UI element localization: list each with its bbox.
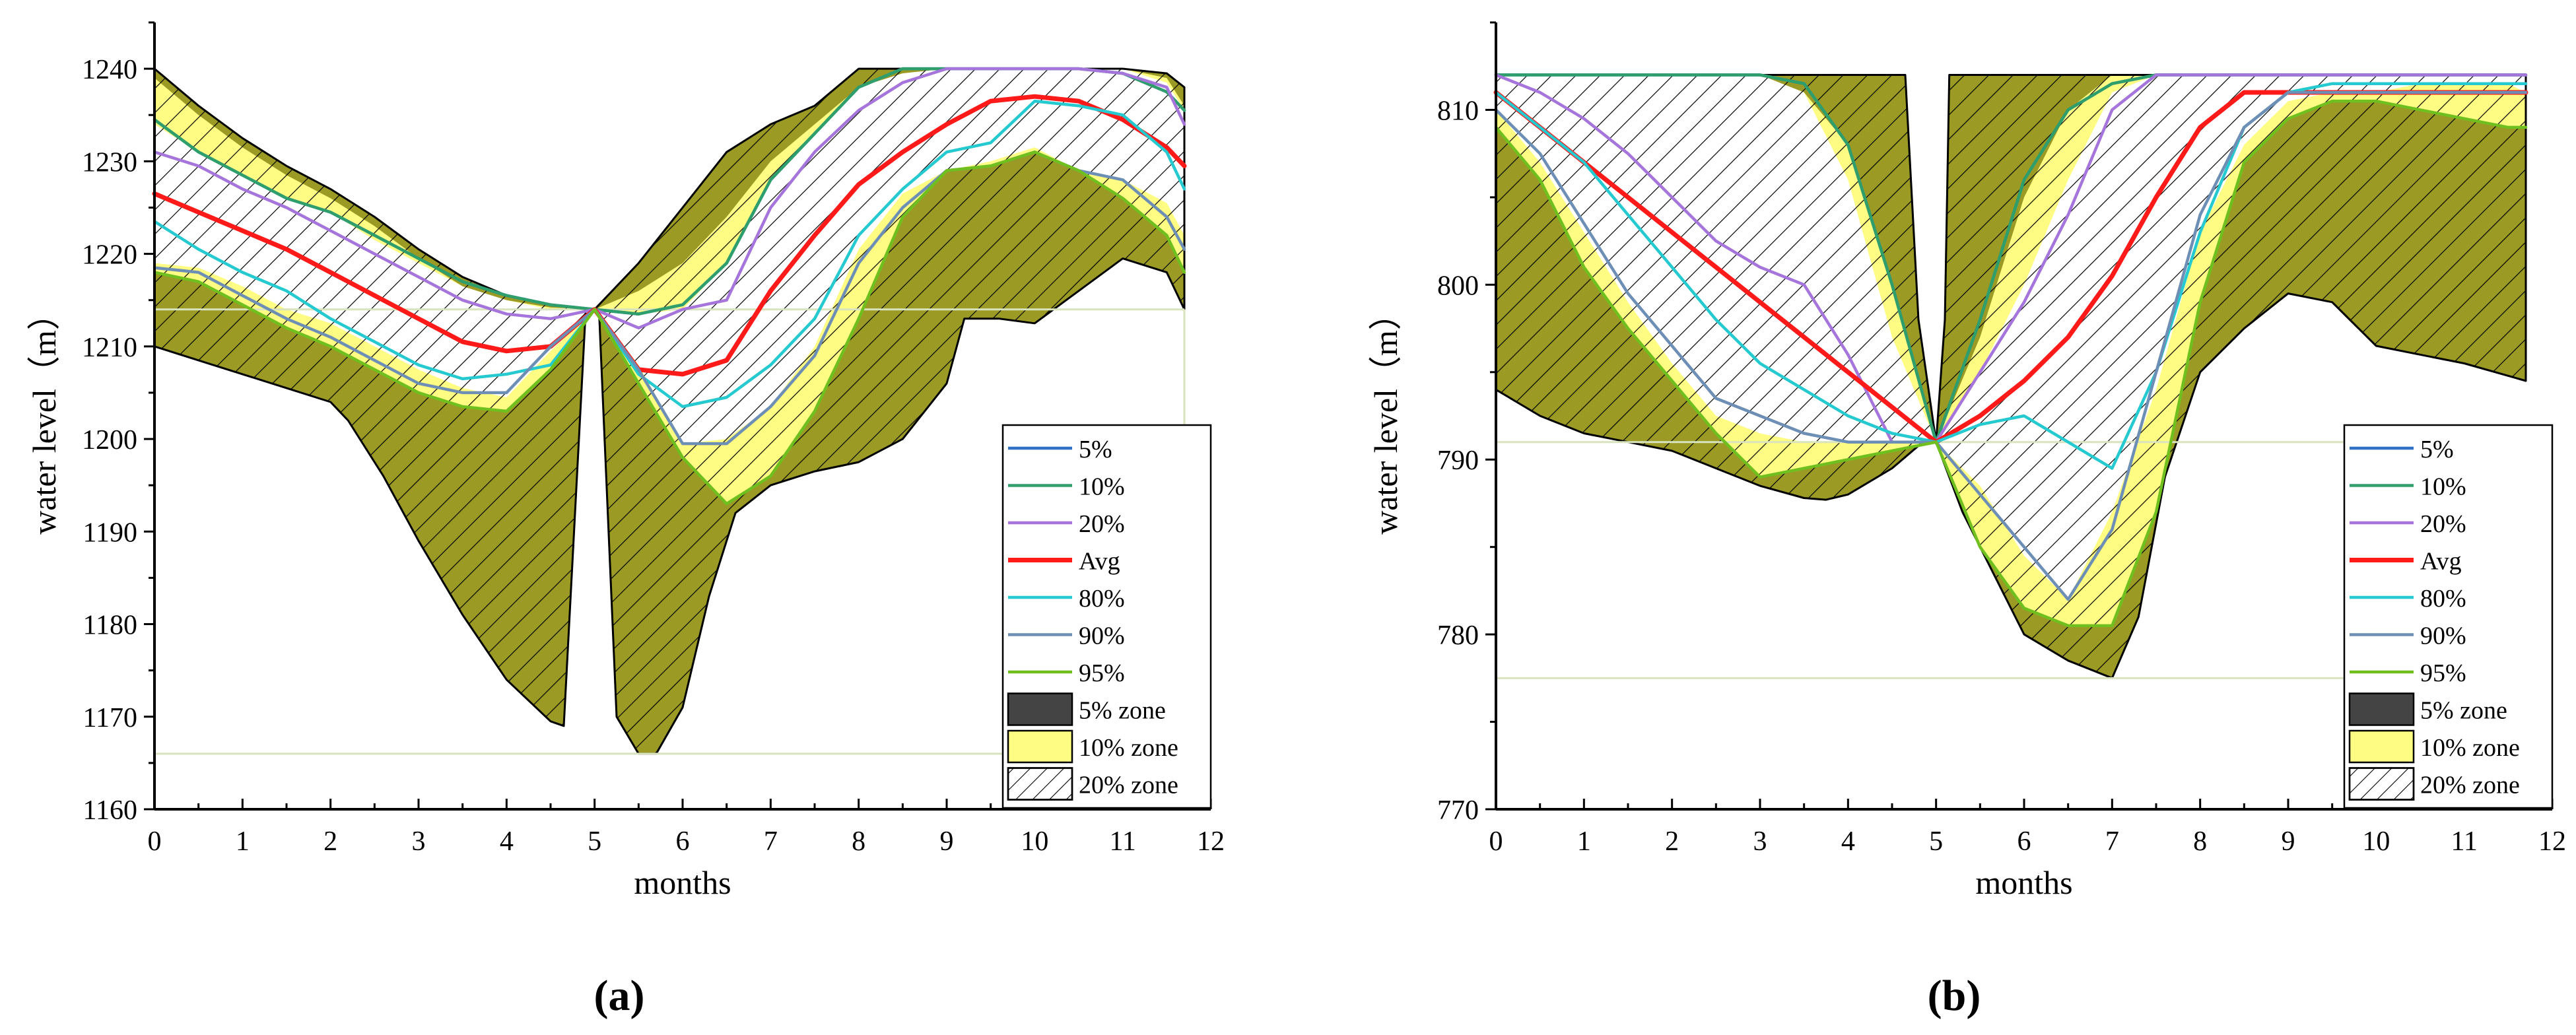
x-tick-label: 4 (1841, 826, 1855, 857)
y-tick-label: 1220 (82, 240, 137, 271)
y-axis-title: water level（m） (1367, 297, 1404, 535)
zone-5-outline (1495, 74, 2527, 679)
x-tick-label: 8 (852, 826, 865, 857)
series-line-p20 (153, 67, 1186, 330)
y-tick-label: 1200 (82, 425, 137, 455)
x-tick-label: 0 (148, 826, 162, 857)
x-tick-label: 1 (236, 826, 250, 857)
legend-swatch-zone-8 (2348, 729, 2415, 764)
x-tick-label: 2 (323, 826, 337, 857)
legend-swatch-zone-7 (1007, 692, 1073, 726)
x-tick-label: 6 (676, 826, 690, 857)
x-tick-label: 1 (1577, 826, 1591, 857)
y-tick-label: 1170 (83, 703, 137, 733)
legend-label: 80% (1079, 585, 1125, 613)
series-line-avg (152, 94, 1187, 377)
legend-label: 20% (2420, 510, 2466, 538)
series-line-p90 (1494, 90, 2528, 601)
x-tick-label: 6 (2017, 826, 2031, 857)
legend-label: 90% (2420, 622, 2466, 650)
zone-5-hatch (154, 69, 1184, 754)
plot-area (1493, 73, 2528, 679)
legend-label: 5% (2420, 436, 2454, 463)
legend-label: 90% (1079, 622, 1125, 650)
legend-label: 5% (1079, 436, 1112, 463)
x-tick-label: 3 (1753, 826, 1767, 857)
y-tick-label: 790 (1437, 446, 1479, 476)
x-tick-label: 4 (500, 826, 514, 857)
legend-label: 95% (2420, 659, 2466, 687)
panel-label-a: (a) (594, 972, 645, 1020)
legend-label: 10% (1079, 473, 1125, 501)
y-tick-label: 1180 (83, 611, 137, 641)
y-tick-label: 800 (1437, 271, 1479, 301)
legend-swatch-hatch (2348, 767, 2415, 801)
y-tick-label: 780 (1437, 620, 1479, 651)
x-tick-label: 5 (1929, 826, 1943, 857)
x-axis-title: months (1975, 864, 2072, 901)
legend-label: 20% zone (2420, 772, 2520, 799)
legend-label: 20% (1079, 510, 1125, 538)
y-tick-label: 770 (1437, 795, 1479, 826)
x-tick-label: 3 (412, 826, 426, 857)
y-tick-label: 1190 (83, 518, 137, 548)
x-tick-label: 5 (588, 826, 601, 857)
legend-label: 20% zone (1079, 772, 1178, 799)
legend-label: Avg (2420, 548, 2462, 576)
x-tick-label: 8 (2193, 826, 2207, 857)
x-tick-label: 11 (1109, 826, 1135, 857)
zone-5-hatch (1496, 75, 2526, 679)
x-tick-label: 10 (2362, 826, 2390, 857)
legend-label: 5% zone (2420, 697, 2507, 725)
x-tick-label: 0 (1489, 826, 1503, 857)
legend-label: Avg (1079, 548, 1120, 576)
legend-label: 5% zone (1079, 697, 1166, 725)
chart-a: 0 1 2 3 4 5 6 7 8 9 10 11 12116011701180119012001210… (26, 21, 1225, 901)
y-tick-label: 1230 (82, 147, 137, 178)
legend-swatch-hatch (1007, 767, 1073, 801)
y-tick-label: 1160 (83, 795, 137, 826)
legend: 5% 10% 20% Avg 80% 90% 95% 5% zone 10% zone 20% z… (1001, 424, 1212, 809)
x-axis-title: months (634, 864, 731, 901)
y-tick-label: 1240 (82, 55, 137, 85)
legend-label: 10% (2420, 473, 2466, 501)
x-tick-label: 12 (2538, 826, 2566, 857)
chart-b: 0 1 2 3 4 5 6 7 8 9 10 11 12770780790800810monthswat… (1367, 21, 2566, 901)
legend-label: 80% (2420, 585, 2466, 613)
legend-label: 95% (1079, 659, 1125, 687)
legend-swatch-zone-7 (2348, 692, 2415, 726)
legend: 5% 10% 20% Avg 80% 90% 95% 5% zone 10% zone 20% z… (2343, 424, 2554, 809)
plot-area (152, 67, 1187, 755)
x-tick-label: 2 (1665, 826, 1679, 857)
x-tick-label: 9 (2282, 826, 2295, 857)
series-line-p80 (153, 99, 1186, 409)
x-tick-label: 11 (2451, 826, 2477, 857)
y-tick-label: 1210 (82, 333, 137, 363)
series-line-p20 (1494, 73, 2528, 444)
series-line-p95 (153, 150, 1186, 506)
x-tick-label: 7 (2105, 826, 2119, 857)
series-line-p80 (1494, 82, 2528, 470)
legend-swatch-zone-8 (1007, 729, 1073, 764)
x-tick-label: 12 (1197, 826, 1225, 857)
legend-label: 10% zone (2420, 734, 2520, 762)
legend-label: 10% zone (1079, 734, 1178, 762)
panel-label-b: (b) (1928, 972, 1981, 1020)
y-axis-title: water level（m） (26, 297, 63, 535)
y-tick-label: 810 (1437, 96, 1479, 126)
x-tick-label: 7 (764, 826, 778, 857)
x-tick-label: 10 (1021, 826, 1048, 857)
series-line-p95 (1494, 99, 2528, 628)
x-tick-label: 9 (940, 826, 954, 857)
